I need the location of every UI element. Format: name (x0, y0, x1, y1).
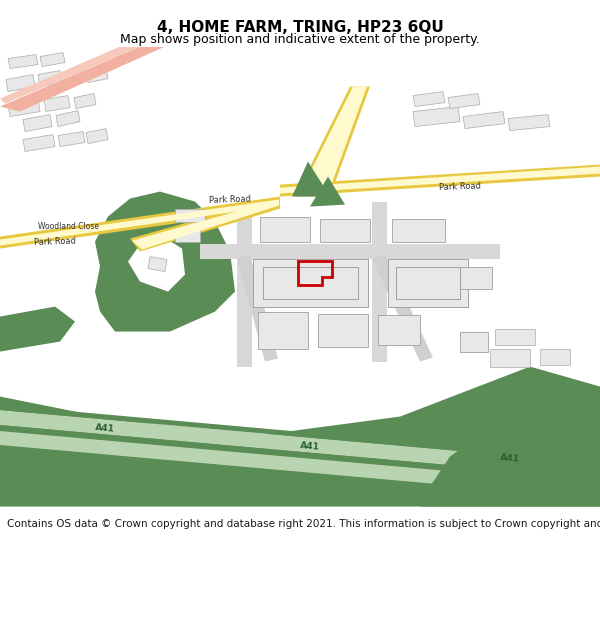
Text: Contains OS data © Crown copyright and database right 2021. This information is : Contains OS data © Crown copyright and d… (7, 519, 600, 529)
Polygon shape (295, 86, 370, 196)
Polygon shape (310, 176, 345, 206)
Polygon shape (38, 71, 62, 86)
Text: Park Road: Park Road (439, 181, 481, 192)
Polygon shape (148, 256, 167, 271)
Polygon shape (318, 314, 368, 346)
Polygon shape (132, 199, 279, 249)
Text: Map shows position and indicative extent of the property.: Map shows position and indicative extent… (120, 32, 480, 46)
Polygon shape (0, 404, 600, 464)
Polygon shape (413, 106, 460, 126)
Polygon shape (378, 314, 420, 344)
Polygon shape (540, 349, 570, 364)
Text: A41: A41 (95, 423, 115, 434)
Polygon shape (495, 329, 535, 344)
Polygon shape (0, 366, 600, 506)
Polygon shape (200, 244, 500, 259)
Polygon shape (0, 47, 165, 111)
Text: 4, HOME FARM, TRING, HP23 6QU: 4, HOME FARM, TRING, HP23 6QU (157, 20, 443, 35)
Polygon shape (413, 91, 445, 106)
Polygon shape (8, 99, 40, 116)
Polygon shape (23, 134, 55, 151)
Polygon shape (463, 111, 505, 129)
Polygon shape (40, 52, 65, 66)
Polygon shape (392, 219, 445, 241)
Polygon shape (0, 196, 280, 249)
Polygon shape (320, 219, 370, 241)
Polygon shape (237, 206, 252, 366)
Polygon shape (280, 166, 600, 194)
Polygon shape (460, 331, 488, 351)
Polygon shape (0, 424, 600, 483)
Polygon shape (23, 114, 52, 131)
Polygon shape (0, 306, 75, 351)
Polygon shape (86, 129, 108, 144)
Polygon shape (298, 86, 367, 196)
Polygon shape (258, 311, 308, 349)
Polygon shape (420, 386, 600, 506)
Text: A41: A41 (300, 441, 320, 452)
Polygon shape (8, 54, 38, 69)
Polygon shape (460, 266, 492, 289)
Polygon shape (448, 94, 480, 109)
Polygon shape (86, 69, 108, 82)
Polygon shape (253, 259, 368, 306)
Polygon shape (237, 254, 278, 361)
Text: Park Road: Park Road (209, 194, 251, 205)
Polygon shape (175, 209, 205, 221)
Polygon shape (63, 69, 85, 84)
Polygon shape (74, 94, 96, 109)
Polygon shape (6, 74, 35, 91)
Polygon shape (388, 259, 468, 306)
Text: A41: A41 (500, 453, 520, 464)
Polygon shape (0, 409, 600, 479)
Text: Park Road: Park Road (34, 236, 76, 247)
Polygon shape (490, 349, 530, 366)
Polygon shape (0, 47, 140, 104)
Polygon shape (280, 164, 600, 196)
Polygon shape (56, 111, 80, 126)
Polygon shape (44, 96, 70, 111)
Polygon shape (260, 216, 310, 241)
Polygon shape (0, 199, 278, 246)
Polygon shape (0, 431, 600, 499)
Polygon shape (128, 236, 185, 291)
Polygon shape (95, 191, 235, 331)
Polygon shape (130, 196, 280, 251)
Polygon shape (508, 114, 550, 131)
Polygon shape (58, 131, 85, 146)
Polygon shape (372, 201, 387, 361)
Text: Woodland Close: Woodland Close (37, 222, 98, 231)
Polygon shape (372, 254, 433, 361)
Polygon shape (175, 229, 200, 241)
Polygon shape (292, 161, 330, 196)
